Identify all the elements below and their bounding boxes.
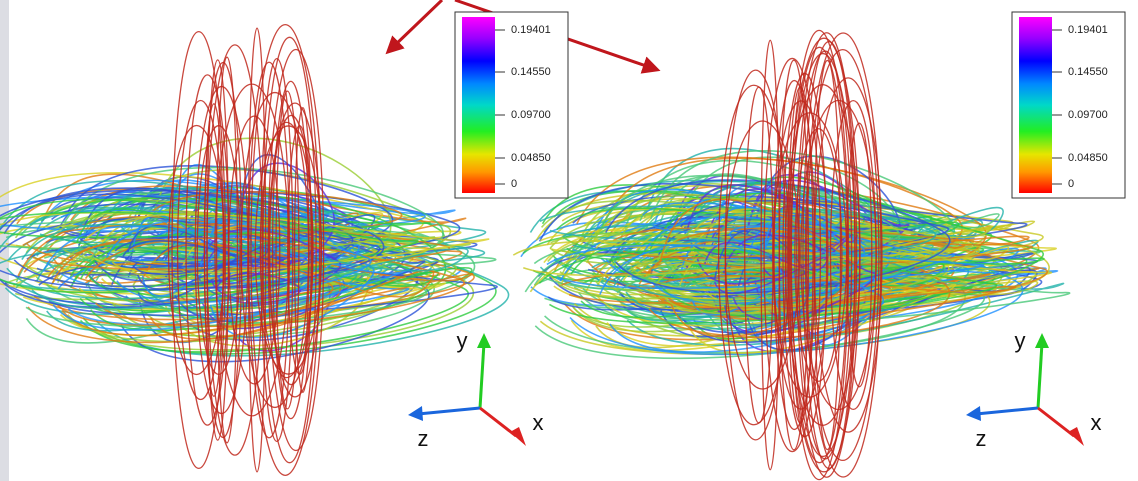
colorbar-tick-label: 0.04850 — [511, 152, 551, 164]
axis-z-head — [966, 406, 981, 421]
colorbar-tick-label: 0.19401 — [1068, 24, 1108, 36]
axis-x-head — [1068, 427, 1084, 446]
colorbar — [1019, 17, 1052, 193]
axis-y — [480, 343, 484, 408]
colorbar-tick-label: 0.09700 — [511, 109, 551, 121]
axis-label: z — [418, 426, 429, 451]
axis-x-head — [510, 427, 526, 446]
figure: 0.19401 0.14550 0.09700 0.04850 0 y x z 0.19401 0… — [0, 0, 1138, 481]
colorbar-tick-label: 0.19401 — [511, 24, 551, 36]
colorbar-tick-label: 0 — [511, 178, 517, 190]
axis-y — [1038, 343, 1042, 408]
axis-label: x — [1091, 410, 1102, 435]
pointer-arrow — [392, 0, 442, 48]
colorbar — [462, 17, 495, 193]
side-strip — [0, 0, 9, 481]
axis-label: x — [533, 410, 544, 435]
colorbar-tick-label: 0.14550 — [511, 66, 551, 78]
axis-label: y — [457, 328, 468, 353]
axis-label: z — [976, 426, 987, 451]
colorbar-tick-label: 0.14550 — [1068, 66, 1108, 78]
axis-y-head — [477, 333, 491, 348]
colorbar-tick-label: 0.09700 — [1068, 109, 1108, 121]
axis-z — [418, 408, 480, 414]
axis-label: y — [1015, 328, 1026, 353]
colorbar-tick-label: 0.04850 — [1068, 152, 1108, 164]
axis-y-head — [1035, 333, 1049, 348]
colorbar-tick-label: 0 — [1068, 178, 1074, 190]
axis-z-head — [408, 406, 423, 421]
axis-z — [976, 408, 1038, 414]
